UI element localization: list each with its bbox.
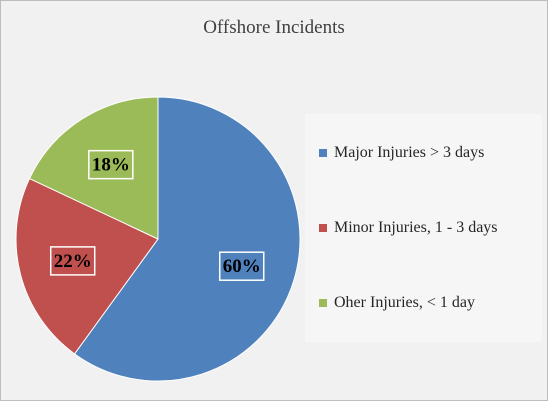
pie-slice-other-injuries — [28, 96, 159, 240]
legend-swatch-major-injuries — [319, 149, 327, 157]
legend-label-minor-injuries: Minor Injuries, 1 - 3 days — [334, 219, 498, 236]
legend-swatch-minor-injuries — [319, 224, 327, 232]
data-label-major-injuries: 60% — [223, 256, 261, 277]
legend: Major Injuries > 3 days Minor Injuries, … — [305, 114, 542, 342]
data-label-box-other-injuries — [88, 149, 134, 180]
chart-title: Offshore Incidents — [203, 17, 345, 38]
data-label-box-major-injuries — [218, 251, 265, 281]
legend-label-other-injuries: Oher Injuries, < 1 day — [334, 294, 475, 311]
pie-slice-major-injuries — [73, 96, 301, 382]
data-label-other-injuries: 18% — [92, 155, 130, 176]
data-label-box-minor-injuries — [49, 246, 96, 276]
legend-label-major-injuries: Major Injuries > 3 days — [334, 144, 485, 161]
data-label-minor-injuries: 22% — [54, 251, 92, 272]
legend-item-major-injuries: Major Injuries > 3 days — [319, 143, 484, 163]
legend-item-minor-injuries: Minor Injuries, 1 - 3 days — [319, 218, 498, 238]
legend-swatch-other-injuries — [319, 299, 327, 307]
legend-item-other-injuries: Oher Injuries, < 1 day — [319, 293, 475, 313]
